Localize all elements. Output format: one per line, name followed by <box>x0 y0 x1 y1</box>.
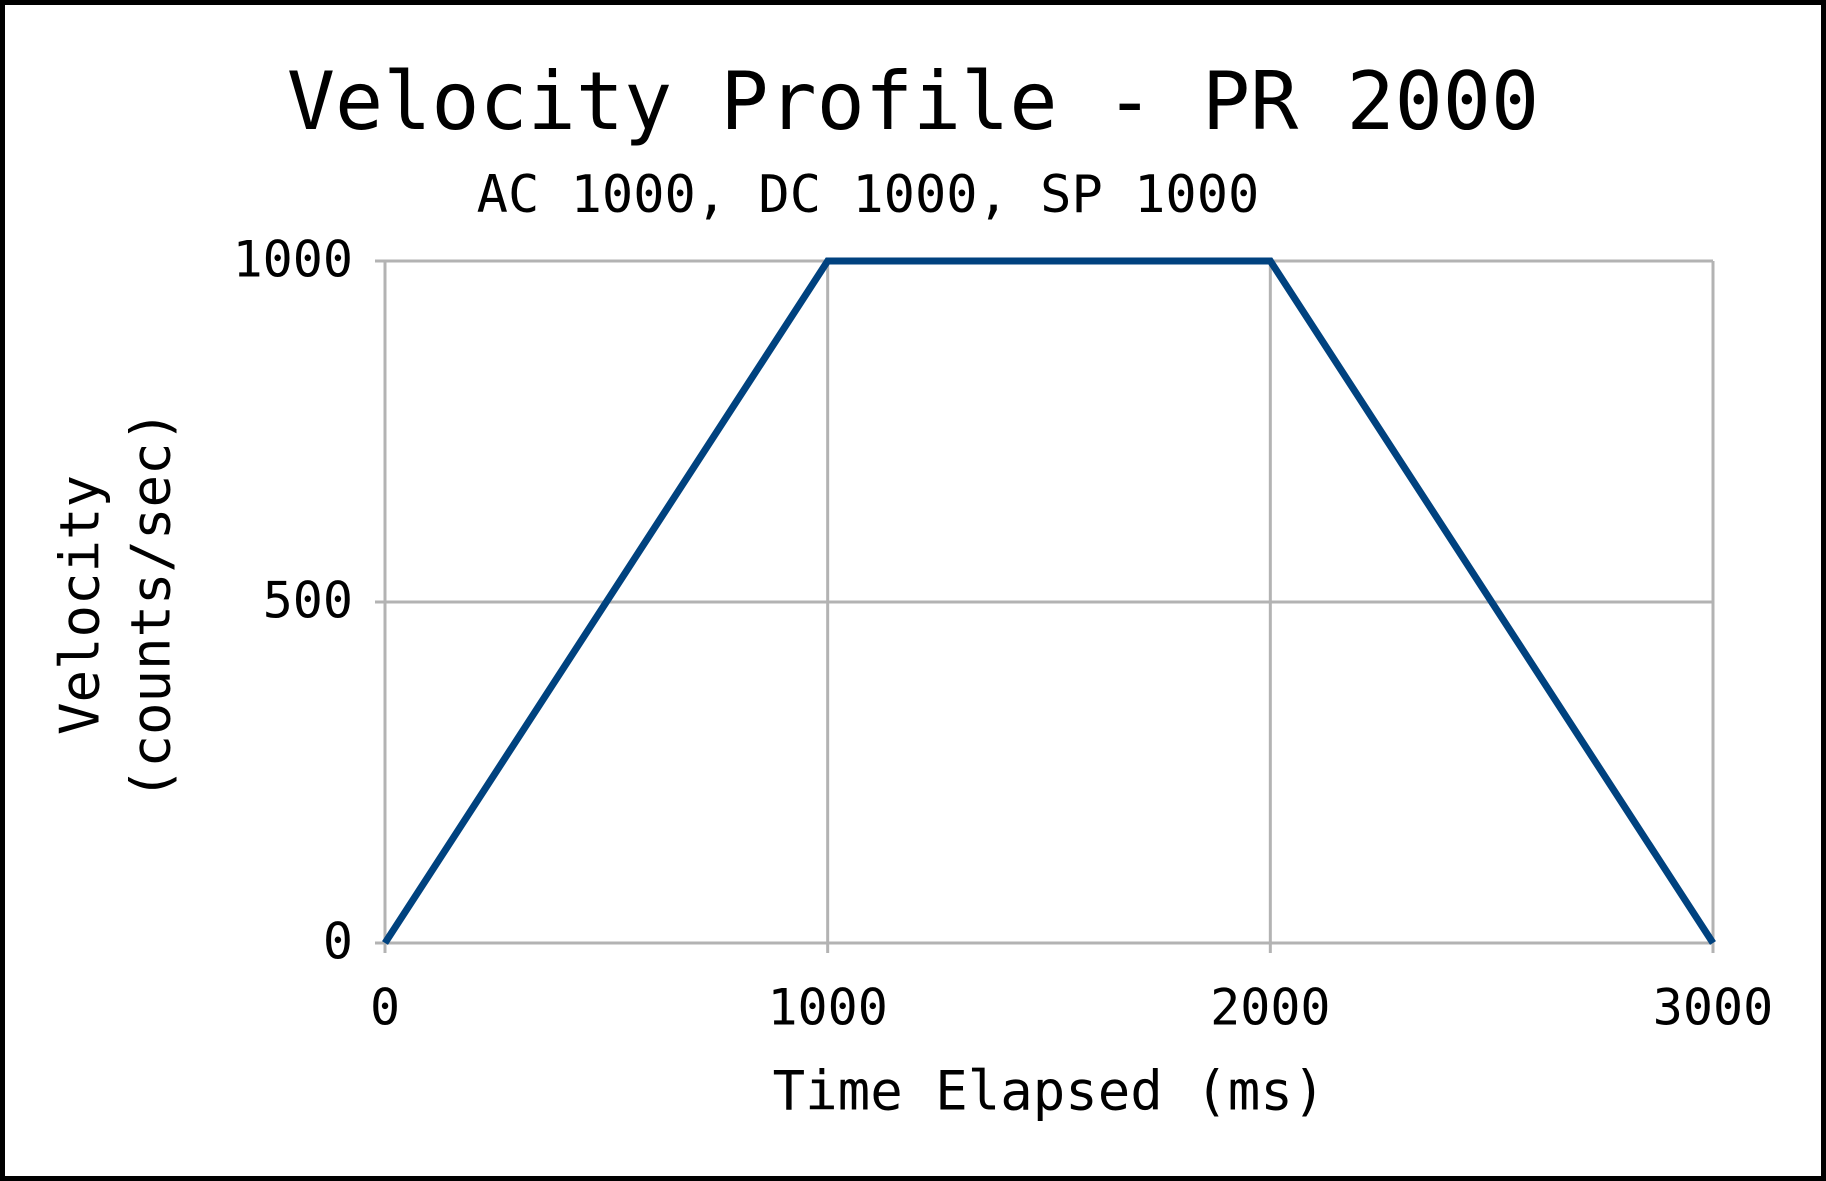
y-tick-label: 0 <box>323 913 353 971</box>
x-axis-label: Time Elapsed (ms) <box>773 1060 1326 1123</box>
y-axis-label: Velocity <box>49 475 112 735</box>
x-tick-label: 3000 <box>1653 979 1773 1037</box>
y-tick-label: 1000 <box>233 231 353 289</box>
chart-title: Velocity Profile - PR 2000 <box>287 55 1539 148</box>
y-axis-label: (counts/sec) <box>120 410 183 800</box>
x-tick-label: 0 <box>370 979 400 1037</box>
x-tick-label: 2000 <box>1210 979 1330 1037</box>
line-series <box>382 257 1716 945</box>
chart-subtitle: AC 1000, DC 1000, SP 1000 <box>477 165 1260 225</box>
y-tick-label: 500 <box>263 572 353 630</box>
x-tick-label: 1000 <box>767 979 887 1037</box>
